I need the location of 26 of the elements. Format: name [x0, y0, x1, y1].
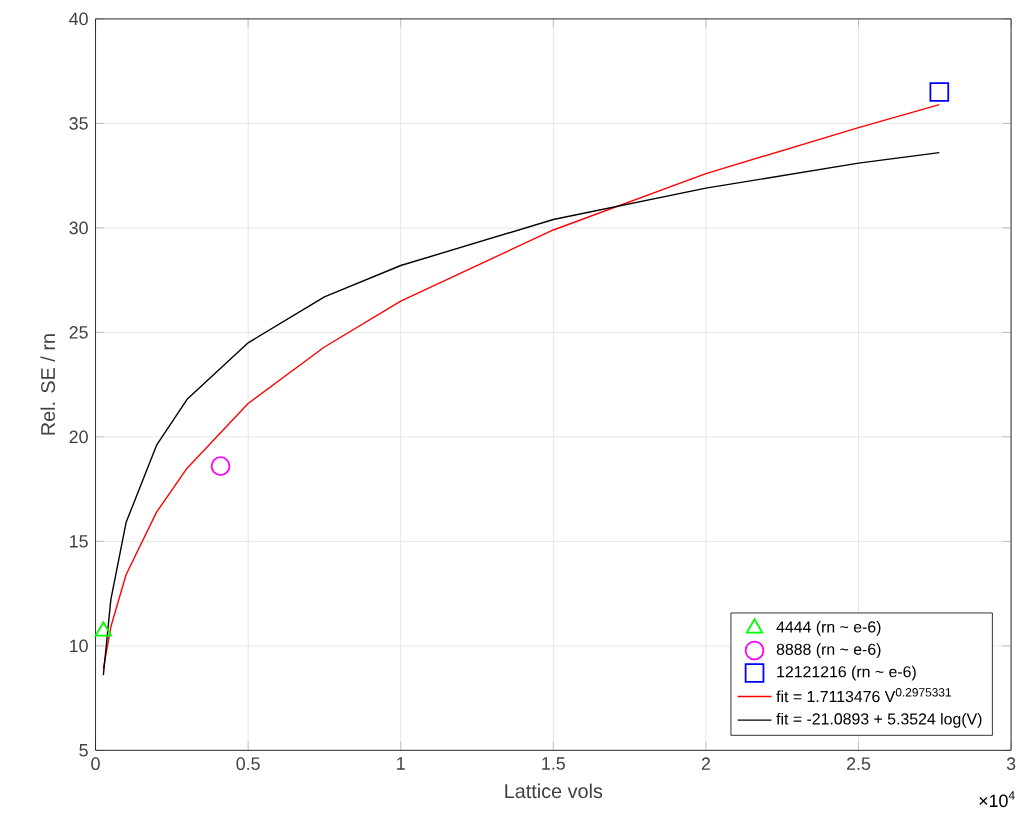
legend-label: 4444 (rn ~ e-6): [776, 620, 881, 636]
x-tick-label: 1.5: [542, 757, 565, 770]
x-tick-label: 2.5: [847, 757, 871, 771]
legend-label: fit = 1.7113476 V$^{0.2975331}$: [776, 688, 951, 703]
point: [210, 456, 231, 476]
x-tick-label: 0.5: [236, 757, 260, 771]
y-tick-label: 5: [79, 744, 88, 757]
x-tick-label: 0: [91, 757, 100, 771]
y-tick-label: 20: [69, 430, 88, 444]
legend-label: fit = -21.0893 + 5.3524 log(V): [776, 712, 982, 728]
text: ×10$^{4}$: [979, 791, 1015, 808]
legend-label: 12121216 (rn ~ e-6): [777, 665, 916, 681]
y-tick-label: 40: [69, 12, 88, 26]
y-tick-label: 25: [69, 326, 88, 339]
point: [929, 82, 950, 102]
y-axis-title: Rel. SE / rn: [40, 334, 56, 435]
x-tick-label: 3: [1006, 757, 1016, 771]
y-tick-label: 35: [69, 117, 88, 130]
y-tick-label: 15: [70, 535, 88, 548]
x-tick-label: 2: [701, 757, 710, 770]
y-tick-label: 30: [69, 221, 88, 235]
x-axis-title: Lattice vols: [505, 783, 603, 799]
point: [94, 621, 112, 637]
legend-label: 8888 (rn ~ e-6): [776, 643, 881, 659]
y-tick-label: 10: [70, 639, 88, 653]
x-tick-label: 1: [397, 757, 405, 770]
